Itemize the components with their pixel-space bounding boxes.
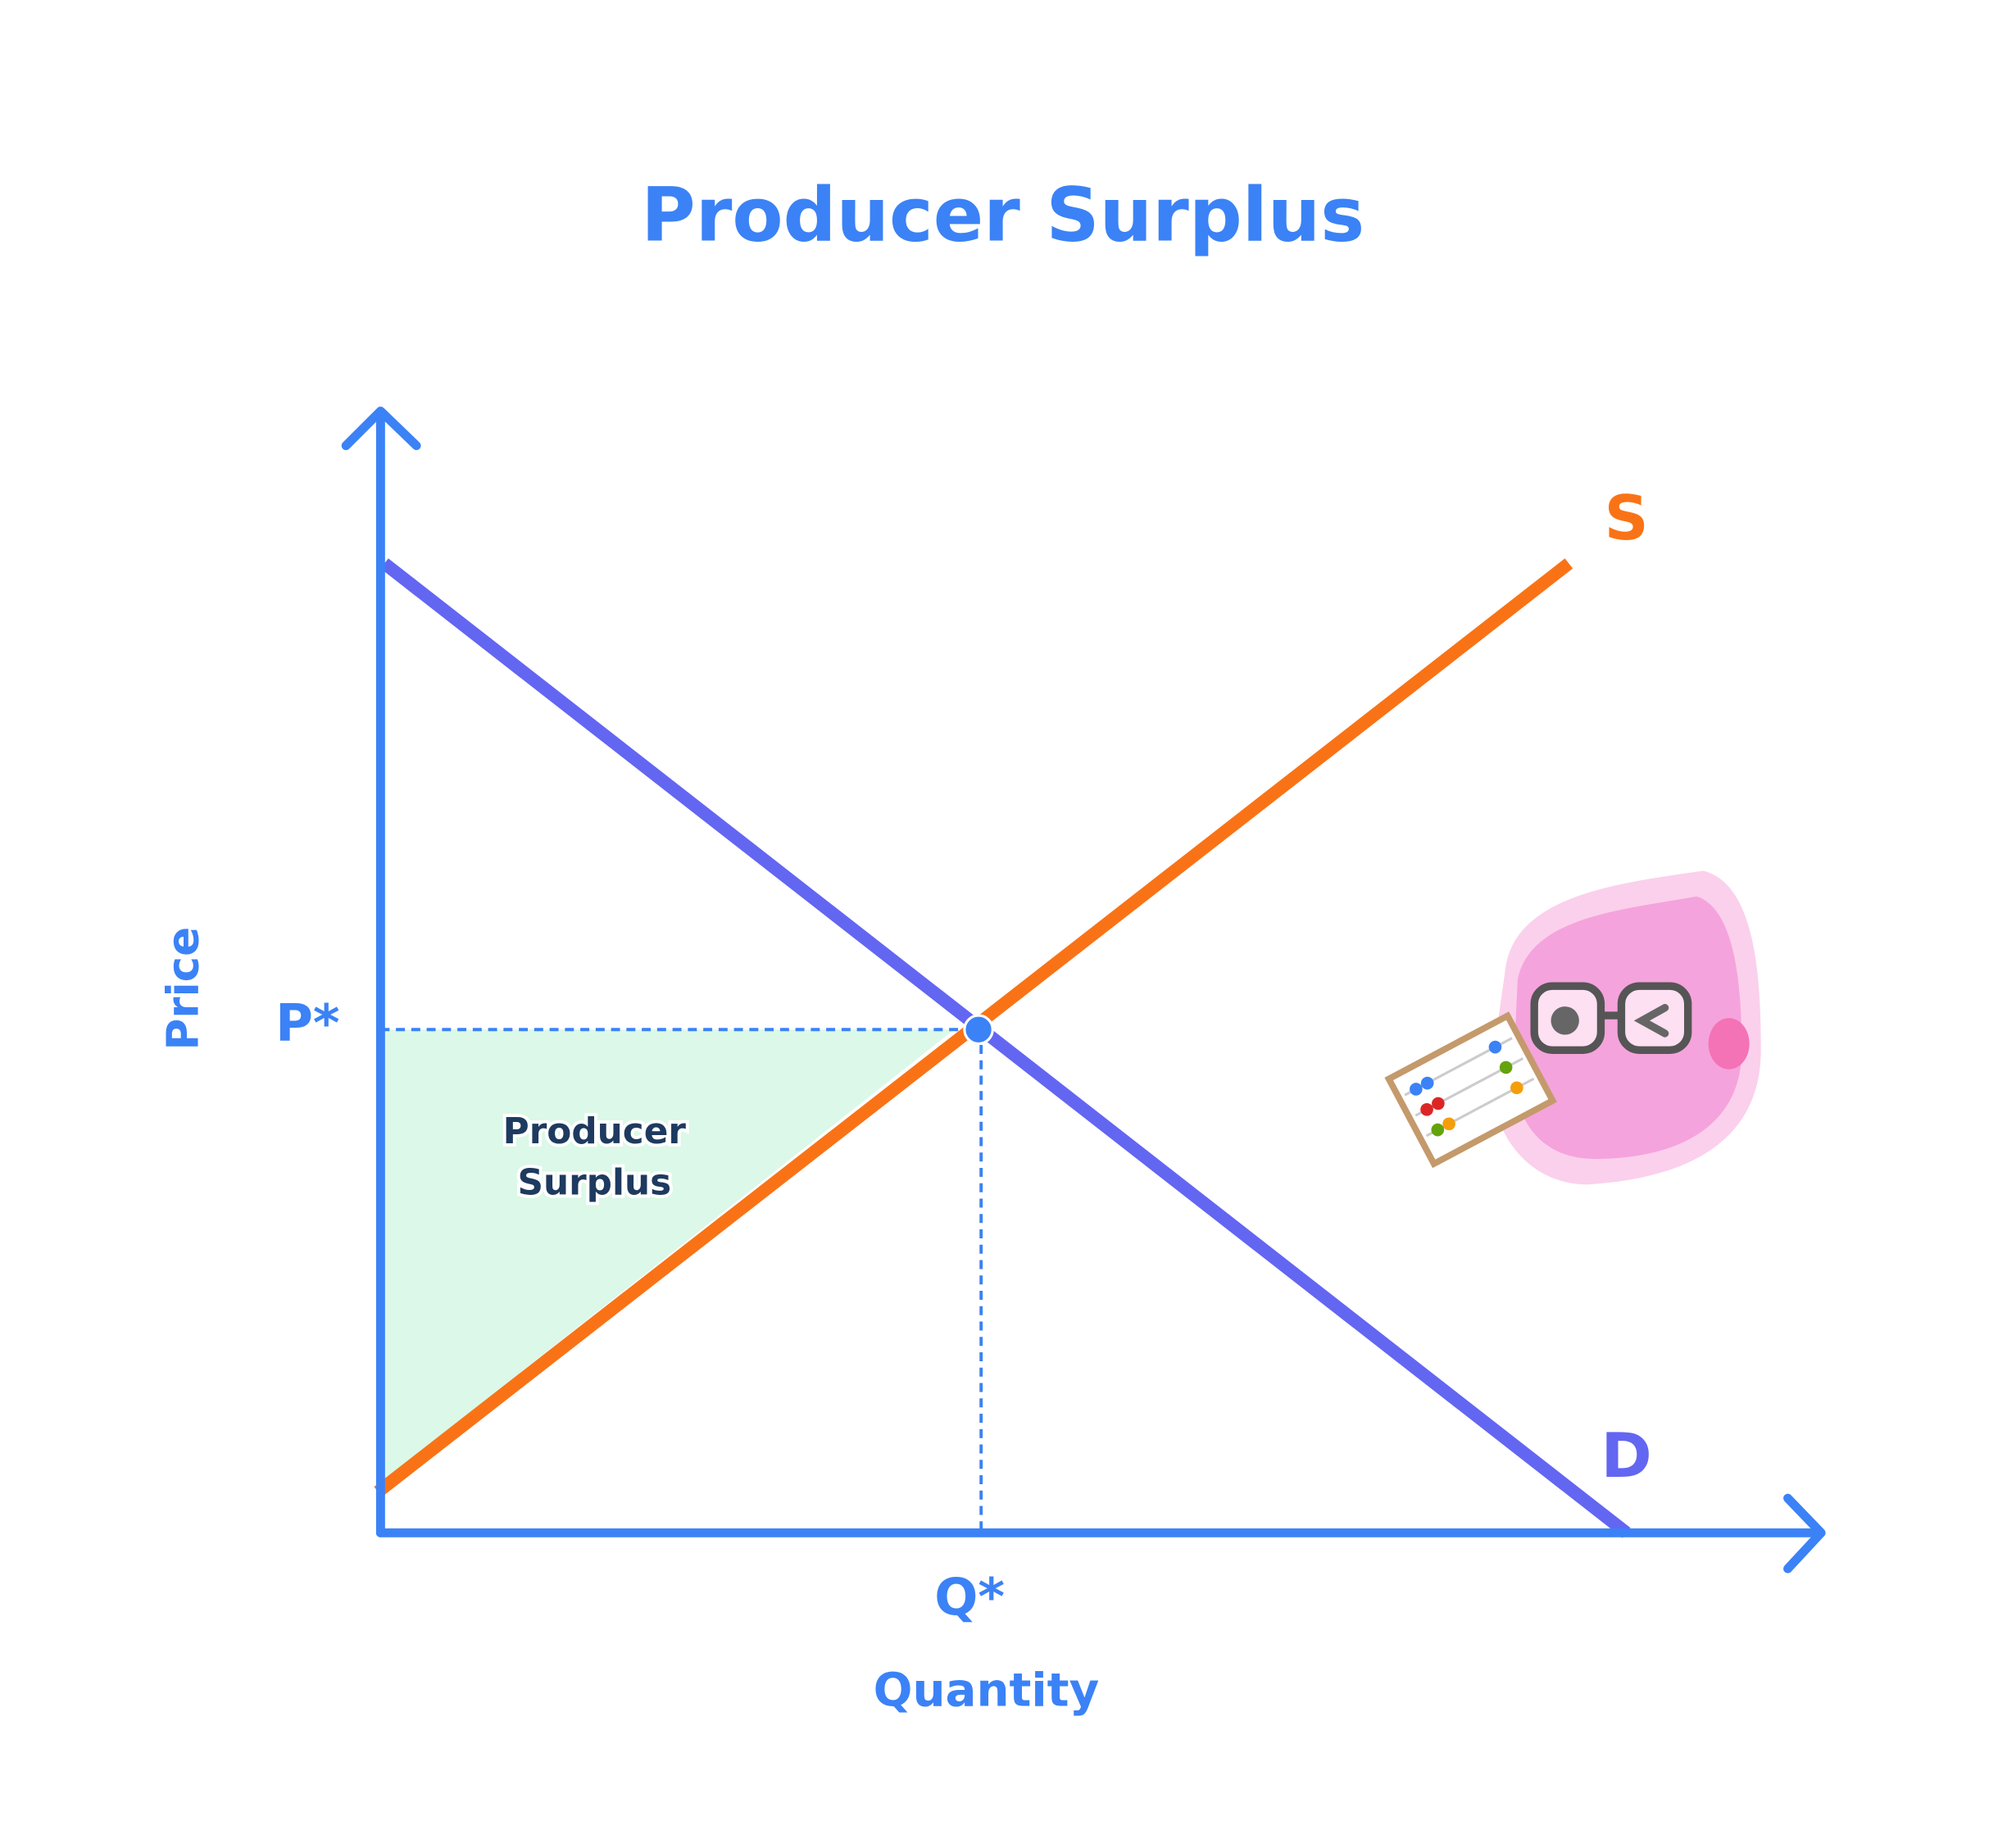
eye (1551, 1006, 1579, 1035)
region-label: Producer (503, 1110, 687, 1152)
demand-label: D (1601, 1419, 1652, 1492)
cheek (1708, 1018, 1750, 1070)
glasses (1617, 982, 1692, 1054)
x-arrow (1783, 1493, 1826, 1574)
price-label: P* (275, 993, 340, 1053)
x-axis-label: Quantity (874, 1664, 1100, 1717)
eye (1633, 1004, 1669, 1038)
demand-curve (380, 558, 1631, 1538)
surplus-region (380, 1029, 955, 1483)
quantity-label: Q* (934, 1567, 1005, 1627)
y-axis-label: Price (158, 927, 209, 1051)
mascot (1384, 870, 1761, 1185)
supply-label: S (1605, 482, 1649, 554)
region-label: Surplus (517, 1161, 671, 1203)
axes (341, 406, 1826, 1574)
y-arrow (341, 406, 421, 451)
title: Producer Surplus (641, 173, 1364, 259)
abacus (1384, 1011, 1557, 1169)
equilibrium-point (963, 1014, 994, 1045)
